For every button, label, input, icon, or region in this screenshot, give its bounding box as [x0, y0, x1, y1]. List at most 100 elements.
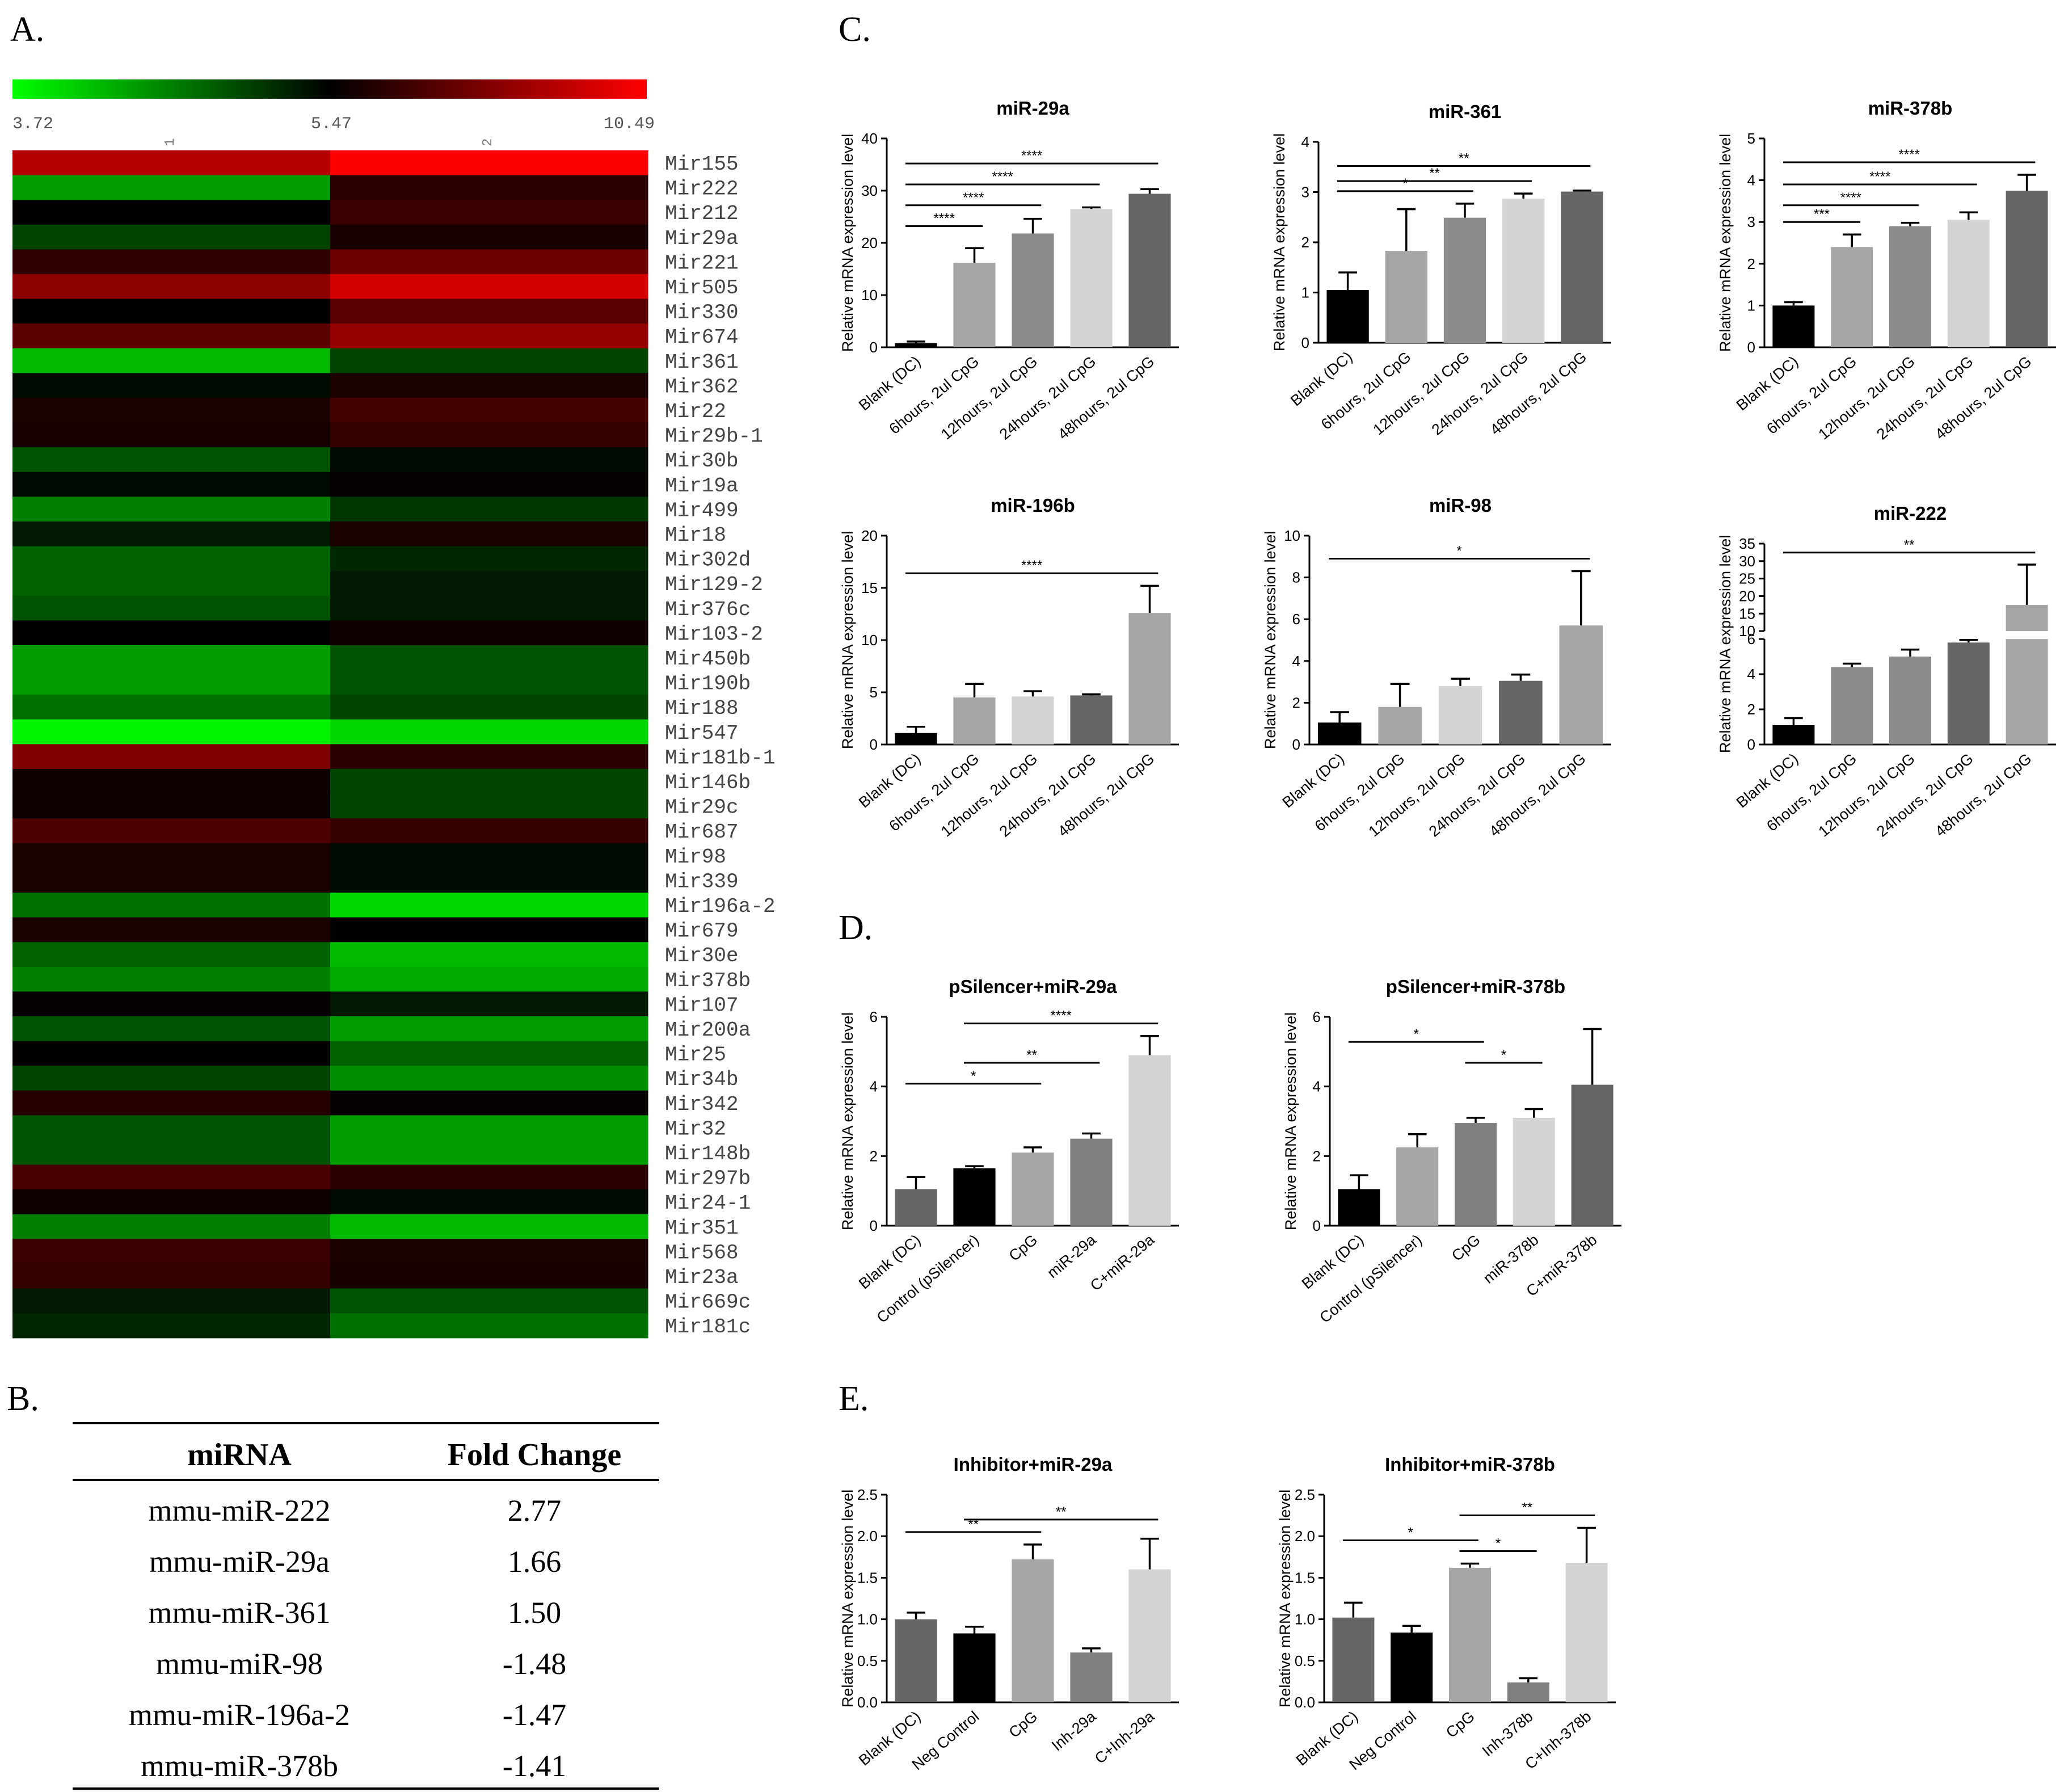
heatmap-row-label: Mir23a [665, 1266, 739, 1289]
table-cell-fold-change: 1.50 [508, 1596, 562, 1630]
y-tick-label: 15 [1739, 605, 1755, 622]
heatmap-cell [12, 1288, 331, 1314]
heatmap-cell [12, 298, 331, 324]
heatmap-cell [12, 175, 331, 200]
heatmap-colorbar [12, 79, 647, 99]
heatmap-cell [330, 497, 648, 522]
y-tick-label: 3 [1747, 213, 1755, 230]
y-tick-label: 6 [1747, 630, 1755, 647]
heatmap-cell [12, 249, 331, 275]
table-cell-mirna: mmu-miR-29a [149, 1545, 330, 1579]
heatmap-cell [330, 620, 648, 646]
heatmap-cell [330, 942, 648, 967]
bar [1128, 193, 1171, 347]
bar [1396, 1147, 1439, 1226]
heatmap-row-label: Mir674 [665, 326, 739, 349]
table-cell-mirna: mmu-miR-361 [149, 1596, 331, 1630]
heatmap-cell [12, 1090, 331, 1116]
y-axis-label: Relative mRNA expression level [839, 531, 856, 749]
y-tick-label: 0.0 [1295, 1694, 1315, 1711]
y-tick-label: 1 [1747, 297, 1755, 314]
heatmap-cell [330, 224, 648, 250]
y-tick-label: 2 [1747, 255, 1755, 272]
heatmap-cell [330, 695, 648, 720]
colorbar-max-label: 10.49 [604, 115, 655, 134]
heatmap-cell [12, 546, 331, 571]
y-tick-label: 0.5 [1295, 1652, 1315, 1669]
y-tick-label: 10 [1284, 527, 1300, 544]
bar [1128, 613, 1171, 744]
y-axis-label: Relative mRNA expression level [839, 134, 856, 352]
bar [1559, 625, 1603, 744]
y-axis-label: Relative mRNA expression level [1262, 531, 1279, 749]
heatmap-cell [12, 1066, 331, 1091]
bar [2006, 604, 2048, 632]
heatmap-cell [330, 1214, 648, 1239]
x-tick-label: 48hours, 2ul CpG [1932, 353, 2034, 443]
bar [1332, 1617, 1375, 1702]
x-tick-label: 12hours, 2ul CpG [938, 353, 1040, 443]
y-axis-label: Relative mRNA expression level [1717, 134, 1734, 352]
heatmap-row-label: Mir196a-2 [665, 895, 775, 918]
heatmap-column-label-1: 1 [163, 138, 178, 146]
heatmap-cell [12, 818, 331, 844]
x-tick-label: 48hours, 2ul CpG [1932, 750, 2034, 840]
panel-label-d: D. [839, 908, 873, 947]
heatmap-cell [330, 744, 648, 769]
bar [1378, 706, 1422, 744]
y-tick-label: 20 [861, 527, 878, 544]
bar [1947, 642, 1990, 744]
x-tick-label: CpG [1006, 1231, 1041, 1265]
heatmap-cell [12, 1164, 331, 1190]
heatmap-cell [12, 373, 331, 398]
heatmap-cell [330, 1066, 648, 1091]
heatmap-cell [12, 422, 331, 448]
y-tick-label: 2.5 [1295, 1486, 1315, 1503]
chart-title: miR-98 [1429, 495, 1492, 516]
heatmap-row-label: Mir361 [665, 351, 739, 374]
bar [1012, 696, 1054, 744]
heatmap-cell [12, 1115, 331, 1141]
heatmap-cell [330, 447, 648, 473]
bar [895, 1619, 937, 1702]
significance-label: ** [1904, 537, 1915, 553]
heatmap-cell [330, 595, 648, 621]
bar [1889, 226, 1932, 347]
panel-label-b: B. [7, 1379, 39, 1418]
heatmap-cell [330, 1264, 648, 1289]
heatmap-cell [330, 249, 648, 275]
y-tick-label: 4 [1747, 172, 1755, 189]
heatmap-cell [330, 200, 648, 225]
heatmap-cell [12, 521, 331, 547]
y-tick-label: 5 [1747, 130, 1755, 147]
x-tick-label: 48hours, 2ul CpG [1055, 750, 1157, 840]
bar [1831, 667, 1873, 744]
table-cell-fold-change: -1.48 [503, 1647, 566, 1681]
heatmap-row-label: Mir34b [665, 1068, 739, 1091]
x-tick-label: miR-29a [1044, 1231, 1099, 1281]
x-tick-label: Inh-378b [1479, 1708, 1536, 1760]
bar [895, 343, 937, 347]
heatmap-cell [12, 274, 331, 300]
significance-label: * [1408, 1525, 1413, 1541]
heatmap-row-label: Mir687 [665, 821, 739, 844]
heatmap-cell [12, 472, 331, 497]
y-tick-label: 30 [1739, 553, 1755, 570]
bar [1947, 220, 1990, 347]
heatmap-cell [12, 497, 331, 522]
y-tick-label: 0 [870, 339, 878, 356]
heatmap-cell [330, 843, 648, 868]
bar [1443, 217, 1486, 343]
bar [1454, 1123, 1497, 1226]
heatmap-row-label: Mir103-2 [665, 622, 763, 646]
y-axis-label: Relative mRNA expression level [1271, 133, 1288, 351]
heatmap-cell [330, 670, 648, 695]
heatmap-cell [12, 595, 331, 621]
heatmap [12, 150, 648, 1339]
heatmap-cell [12, 620, 331, 646]
significance-label: * [1501, 1048, 1506, 1063]
